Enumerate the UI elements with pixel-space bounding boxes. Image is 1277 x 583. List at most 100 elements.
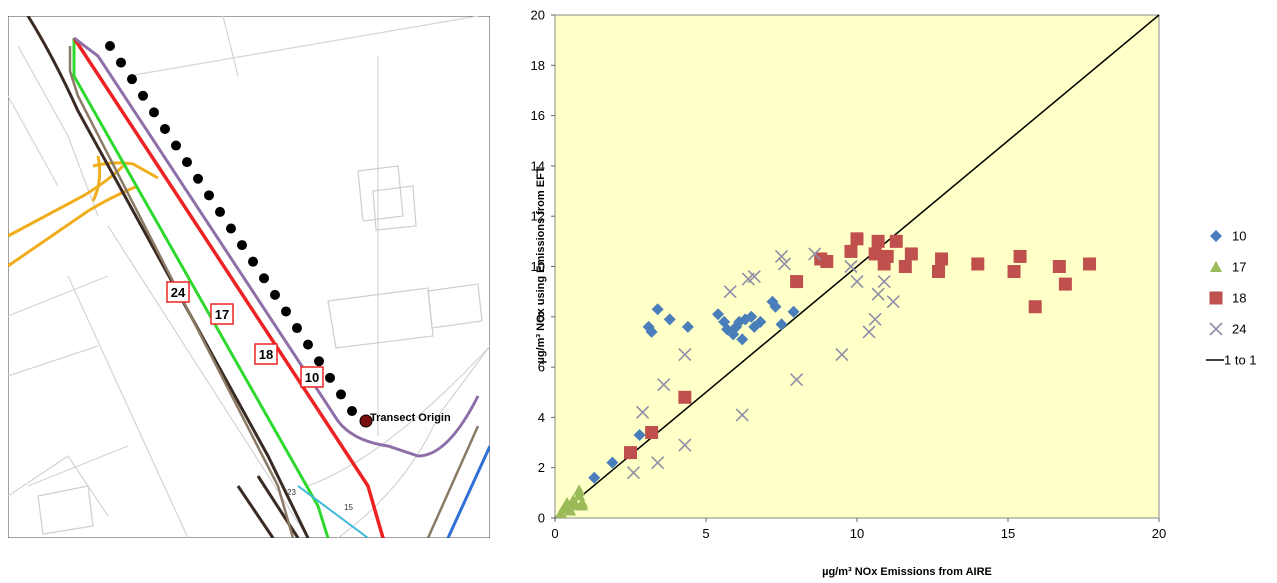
small-label-23: 23	[287, 488, 296, 497]
point-series-24	[723, 285, 737, 299]
route-label-24-text: 24	[171, 285, 186, 300]
transect-dot	[149, 107, 159, 118]
point-series-18	[820, 254, 834, 268]
transect-dot	[138, 90, 148, 101]
point-series-24	[678, 347, 692, 362]
point-series-10	[681, 320, 694, 333]
transect-dot	[314, 356, 324, 367]
point-series-24	[868, 312, 882, 326]
point-series-18	[790, 275, 804, 289]
point-series-10	[787, 305, 800, 318]
legend: 10 17 18 24 1 to 1	[1206, 229, 1257, 368]
transect-dot	[215, 206, 225, 217]
transect-dot	[237, 240, 247, 251]
legend-entry-10: 10	[1210, 229, 1246, 244]
point-series-24	[844, 259, 858, 274]
y-tick-label: 6	[538, 360, 545, 375]
axis-ticks: 0 5 10 15 20 0 2 4 6 8 10 12 14 16 18 20	[531, 8, 1167, 542]
point-series-18	[932, 265, 946, 279]
point-series-10	[712, 308, 725, 321]
point-series-24	[774, 249, 789, 264]
point-series-10	[718, 315, 731, 328]
transect-map: Transect Origin 24 17 18 10 23 15	[7, 15, 492, 539]
x-tick-label: 20	[1152, 526, 1166, 541]
point-series-24	[871, 287, 885, 301]
point-series-10	[775, 318, 788, 331]
transect-dot	[292, 323, 302, 334]
point-series-18	[935, 252, 949, 266]
route-label-24: 24	[166, 281, 190, 303]
transect-dot	[127, 74, 137, 85]
series-17	[555, 484, 589, 518]
point-series-18	[678, 390, 692, 404]
transect-dot	[182, 157, 192, 168]
point-series-18	[1013, 249, 1027, 263]
series-18	[624, 232, 1097, 460]
point-series-24	[747, 269, 761, 284]
point-series-17	[573, 484, 586, 496]
y-axis-label: µg/m³ NOx using Emissions from EFT	[535, 166, 547, 363]
dark-roads	[26, 15, 310, 539]
point-series-10	[736, 333, 749, 346]
transect-dot	[204, 190, 214, 201]
point-series-24	[850, 275, 864, 289]
point-series-10	[606, 456, 619, 469]
transect-dot	[325, 372, 335, 383]
point-series-24	[651, 456, 665, 470]
point-series-10	[633, 429, 646, 442]
small-label-15: 15	[344, 503, 353, 512]
point-series-24	[626, 466, 641, 480]
x-tick-label: 10	[850, 526, 864, 541]
legend-marker	[1209, 291, 1223, 305]
route-label-18: 18	[254, 343, 278, 365]
series-layer	[554, 14, 1160, 519]
background-streets	[7, 15, 491, 539]
transect-dot	[259, 273, 269, 284]
point-series-24	[790, 373, 804, 387]
transect-origin-label: Transect Origin	[370, 412, 451, 424]
y-tick-label: 14	[531, 158, 545, 173]
point-series-10	[663, 313, 676, 326]
scatter-chart: 0 5 10 15 20 0 2 4 6 8 10 12 14 16 18 20 10 17 18 24 1 to 1…	[500, 0, 1277, 579]
point-series-18	[898, 260, 912, 273]
point-series-24	[886, 295, 900, 309]
point-series-24	[862, 325, 876, 339]
transect-dot	[347, 406, 357, 416]
point-series-10	[739, 313, 752, 326]
transect-dot	[105, 41, 115, 51]
route-17-line	[72, 38, 330, 539]
legend-marker	[1210, 230, 1222, 242]
legend-label: 24	[1232, 322, 1246, 337]
point-series-18	[645, 425, 659, 439]
legend-entry-24: 24	[1209, 322, 1246, 337]
map-canvas: Transect Origin 24 17 18 10 23 15	[7, 15, 492, 539]
point-series-18	[850, 232, 864, 246]
transect-dot	[336, 389, 346, 400]
transect-dot	[193, 173, 203, 184]
y-tick-label: 0	[538, 511, 545, 526]
point-series-18	[1058, 277, 1072, 291]
legend-label: 17	[1232, 260, 1246, 275]
route-label-10: 10	[300, 366, 324, 388]
y-tick-label: 12	[531, 209, 545, 224]
route-10-line	[73, 36, 480, 458]
route-label-17: 17	[210, 303, 234, 325]
point-series-18	[1083, 257, 1097, 271]
point-series-10	[754, 315, 767, 328]
point-series-24	[808, 247, 822, 261]
legend-entry-17: 17	[1210, 260, 1246, 275]
point-series-24	[678, 438, 692, 452]
building-outlines	[37, 165, 483, 535]
x-tick-label: 5	[702, 526, 709, 541]
y-tick-label: 2	[538, 460, 545, 475]
transect-dots	[105, 41, 357, 416]
point-series-18	[871, 234, 885, 248]
x-tick-label: 0	[551, 526, 558, 541]
transect-dot	[303, 339, 313, 350]
point-series-10	[588, 471, 601, 484]
route-24-line	[68, 46, 295, 539]
point-series-18	[889, 234, 903, 248]
cyan-road	[297, 485, 369, 539]
transect-origin-marker	[359, 414, 373, 428]
